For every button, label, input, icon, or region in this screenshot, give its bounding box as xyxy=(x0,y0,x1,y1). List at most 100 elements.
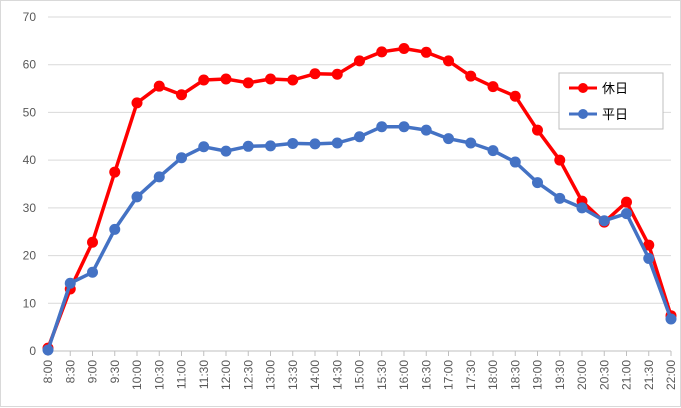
x-tick-label: 11:30 xyxy=(197,360,211,389)
data-point xyxy=(420,46,432,58)
data-point xyxy=(487,81,499,93)
data-point xyxy=(331,137,343,149)
data-point xyxy=(153,171,165,183)
data-point xyxy=(109,223,121,235)
data-point xyxy=(331,68,343,80)
data-point xyxy=(198,74,210,86)
data-point xyxy=(398,121,410,133)
x-tick-label: 16:30 xyxy=(419,360,433,390)
data-point xyxy=(598,215,610,227)
x-tick-label: 20:00 xyxy=(575,360,589,390)
y-tick-label: 40 xyxy=(23,153,37,167)
x-tick-label: 10:00 xyxy=(130,360,144,390)
data-point xyxy=(576,202,588,214)
data-point xyxy=(665,313,677,325)
legend-marker-dot-holiday xyxy=(578,83,588,93)
data-point xyxy=(509,90,521,102)
data-point xyxy=(265,140,276,152)
data-point xyxy=(176,89,187,101)
data-point xyxy=(554,154,566,166)
x-tick-label: 18:30 xyxy=(508,360,522,390)
data-point xyxy=(109,166,121,178)
x-tick-label: 14:30 xyxy=(330,360,344,390)
y-tick-label: 60 xyxy=(23,58,37,72)
legend-marker-dot-weekday xyxy=(578,109,588,119)
x-tick-label: 19:30 xyxy=(553,360,567,390)
data-point xyxy=(87,236,98,248)
y-tick-label: 10 xyxy=(23,296,37,310)
data-point xyxy=(465,137,477,149)
x-tick-label: 15:00 xyxy=(353,360,367,390)
data-point xyxy=(309,138,321,150)
data-point xyxy=(509,156,521,168)
x-tick-label: 15:30 xyxy=(375,360,389,390)
data-point xyxy=(376,121,388,133)
axes: 0 10 20 30 40 50 60 70 8:00 8:30 9:00 9:30 10:00 10:3… xyxy=(23,10,678,390)
data-point xyxy=(220,145,232,157)
y-tick-label: 20 xyxy=(23,249,37,263)
y-tick-label: 50 xyxy=(23,105,37,119)
x-tick-label: 12:30 xyxy=(241,360,255,390)
x-tick-label: 13:00 xyxy=(264,360,278,390)
data-point xyxy=(554,192,566,204)
x-tick-label: 10:30 xyxy=(152,360,166,390)
series-weekday xyxy=(42,121,677,356)
x-tick-label: 8:30 xyxy=(63,360,77,384)
data-point xyxy=(242,140,254,152)
y-tick-label: 30 xyxy=(23,201,37,215)
y-tick-label: 0 xyxy=(29,344,36,358)
x-tick-label: 17:00 xyxy=(442,360,456,390)
legend-label-holiday: 休日 xyxy=(602,82,628,97)
x-tick-label: 11:00 xyxy=(175,360,189,389)
x-tick-label: 18:00 xyxy=(486,360,500,390)
data-point xyxy=(64,277,76,289)
x-tick-label: 9:30 xyxy=(108,360,122,384)
data-point xyxy=(465,70,477,82)
data-point xyxy=(87,266,98,278)
data-point xyxy=(354,131,365,143)
data-point xyxy=(242,77,254,89)
data-point xyxy=(532,177,543,189)
data-point xyxy=(153,80,165,92)
data-point xyxy=(443,55,454,67)
x-tick-label: 14:00 xyxy=(308,360,322,390)
data-point xyxy=(420,124,432,136)
data-point xyxy=(376,46,388,58)
data-point xyxy=(621,196,632,208)
y-tick-label: 70 xyxy=(23,10,37,24)
x-tick-label: 17:30 xyxy=(464,360,478,390)
data-point xyxy=(398,42,410,54)
x-tick-label: 19:00 xyxy=(531,360,545,390)
legend-label-weekday: 平日 xyxy=(602,108,628,123)
x-tick-label: 12:00 xyxy=(219,360,233,390)
legend: 休日 平日 xyxy=(558,72,664,130)
x-tick-label: 16:00 xyxy=(397,360,411,390)
x-tick-label: 21:00 xyxy=(620,360,634,390)
data-point xyxy=(198,141,210,153)
data-point xyxy=(131,97,143,109)
data-point xyxy=(176,152,187,164)
data-point xyxy=(265,73,276,85)
data-point xyxy=(621,208,632,220)
x-tick-label: 8:00 xyxy=(41,360,55,384)
legend-box xyxy=(558,72,664,130)
data-point xyxy=(131,191,143,203)
data-point xyxy=(643,239,655,251)
data-point xyxy=(309,68,321,80)
x-tick-label: 20:30 xyxy=(597,360,611,390)
data-point xyxy=(354,55,365,67)
series-layer xyxy=(42,42,677,356)
data-point xyxy=(532,124,543,136)
data-point xyxy=(487,145,499,157)
data-point xyxy=(42,344,54,356)
x-tick-label: 13:30 xyxy=(286,360,300,390)
data-point xyxy=(220,73,232,85)
x-tick-label: 21:30 xyxy=(642,360,656,390)
data-point xyxy=(287,74,299,86)
x-tick-label: 9:00 xyxy=(86,360,100,384)
data-point xyxy=(287,137,299,149)
x-tick-label: 22:00 xyxy=(664,360,678,390)
data-point xyxy=(643,252,655,264)
